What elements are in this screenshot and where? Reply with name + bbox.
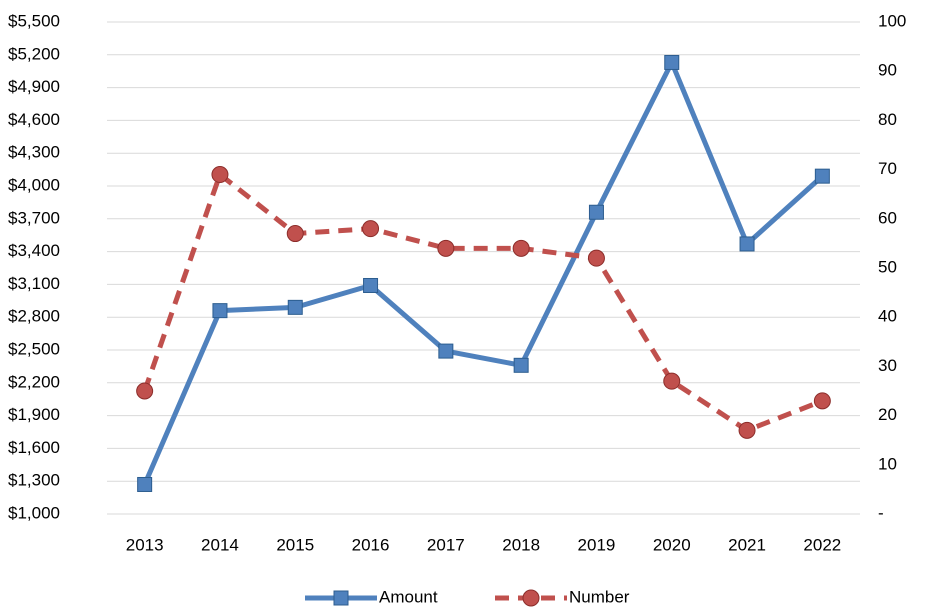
legend-marker <box>333 590 349 606</box>
series-line <box>142 172 824 433</box>
y-tick-label: $4,000 <box>8 175 60 194</box>
x-tick-label: 2018 <box>502 535 540 554</box>
point <box>663 372 681 390</box>
point <box>137 476 153 492</box>
y-tick-label: $2,200 <box>8 372 60 391</box>
legend-marker <box>522 589 540 607</box>
point <box>136 382 154 400</box>
x-tick-label: 2021 <box>728 535 766 554</box>
y-tick-label: $3,100 <box>8 274 60 293</box>
point <box>286 225 304 243</box>
point <box>437 239 455 257</box>
y2-tick-label: 90 <box>878 61 897 80</box>
y2-tick-label: 80 <box>878 110 897 129</box>
point <box>739 236 755 252</box>
y-tick-label: $5,200 <box>8 44 60 63</box>
y-tick-label: $1,000 <box>8 503 60 522</box>
legend-label: Amount <box>379 587 438 606</box>
y-tick-label: $4,600 <box>8 110 60 129</box>
point <box>211 166 229 184</box>
point <box>438 343 454 359</box>
y-tick-label: $3,700 <box>8 208 60 227</box>
legend-label: Number <box>569 587 630 606</box>
y-tick-label: $4,900 <box>8 77 60 96</box>
point <box>587 249 605 267</box>
point <box>363 277 379 293</box>
point <box>512 239 530 257</box>
y-tick-label: $2,800 <box>8 307 60 326</box>
y2-tick-label: 10 <box>878 454 897 473</box>
point <box>362 220 380 238</box>
y-tick-label: $5,500 <box>8 11 60 30</box>
point <box>814 168 830 184</box>
x-tick-label: 2015 <box>276 535 314 554</box>
point <box>513 357 529 373</box>
point <box>588 204 604 220</box>
point <box>287 299 303 315</box>
y2-tick-label: 30 <box>878 356 897 375</box>
y2-tick-label: 100 <box>878 11 906 30</box>
y2-tick-label: 20 <box>878 405 897 424</box>
y2-tick-label: 40 <box>878 307 897 326</box>
point <box>813 392 831 410</box>
y-tick-label: $2,500 <box>8 339 60 358</box>
y2-tick-label: - <box>878 503 884 522</box>
x-tick-label: 2020 <box>653 535 691 554</box>
x-tick-label: 2013 <box>126 535 164 554</box>
y-tick-label: $1,300 <box>8 471 60 490</box>
x-tick-label: 2017 <box>427 535 465 554</box>
y2-tick-label: 70 <box>878 159 897 178</box>
x-tick-label: 2022 <box>803 535 841 554</box>
y2-tick-label: 60 <box>878 208 897 227</box>
x-tick-label: 2019 <box>578 535 616 554</box>
y-tick-label: $3,400 <box>8 241 60 260</box>
point <box>664 54 680 70</box>
y-tick-label: $1,600 <box>8 438 60 457</box>
point <box>738 421 756 439</box>
point <box>212 303 228 319</box>
x-tick-label: 2014 <box>201 535 239 554</box>
x-tick-label: 2016 <box>352 535 390 554</box>
y-tick-label: $4,300 <box>8 143 60 162</box>
series-line <box>142 59 825 486</box>
y2-tick-label: 50 <box>878 257 897 276</box>
y-tick-label: $1,900 <box>8 405 60 424</box>
